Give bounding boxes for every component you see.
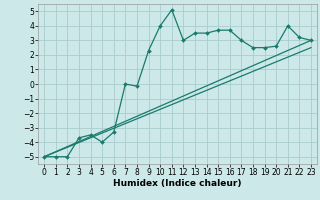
X-axis label: Humidex (Indice chaleur): Humidex (Indice chaleur) xyxy=(113,179,242,188)
